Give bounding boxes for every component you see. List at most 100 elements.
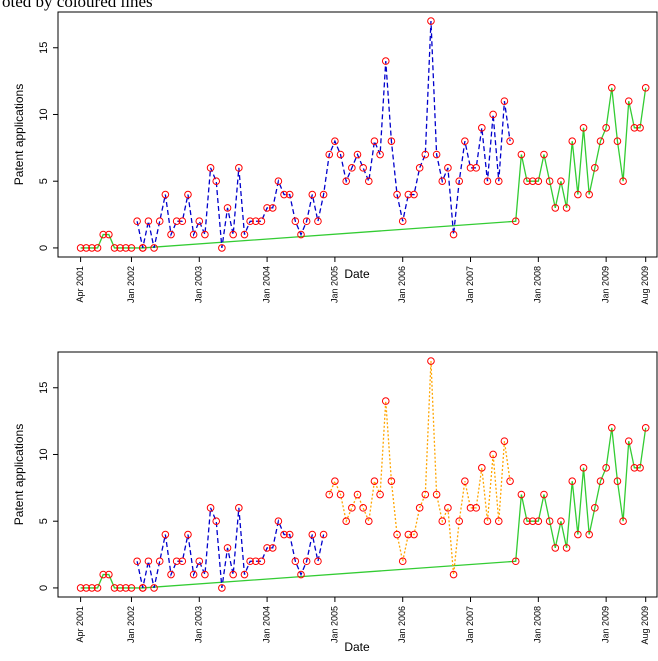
data-point xyxy=(144,557,153,566)
data-point xyxy=(251,217,260,226)
series-line xyxy=(136,21,511,249)
data-point xyxy=(528,517,537,526)
data-point xyxy=(500,437,509,445)
data-point xyxy=(331,477,339,485)
data-point xyxy=(472,164,480,172)
data-point xyxy=(302,217,311,226)
data-point xyxy=(251,557,260,566)
data-point xyxy=(591,164,599,172)
data-point xyxy=(257,217,266,226)
data-point xyxy=(381,397,390,405)
data-point xyxy=(624,97,633,105)
x-tick-label: Jan 2009 xyxy=(601,606,611,643)
data-point xyxy=(263,204,271,212)
data-point xyxy=(596,137,605,145)
y-tick-label: 15 xyxy=(38,42,50,54)
data-point xyxy=(206,504,215,512)
data-point xyxy=(427,357,435,365)
data-point xyxy=(229,230,237,239)
data-point xyxy=(449,570,458,579)
x-tick-label: Apr 2001 xyxy=(75,606,85,643)
data-point xyxy=(432,490,441,499)
data-point xyxy=(562,204,571,212)
x-tick-label: Jan 2002 xyxy=(126,606,136,643)
data-point xyxy=(506,137,514,145)
plot-box xyxy=(57,351,658,598)
data-point xyxy=(596,477,605,485)
data-point xyxy=(545,517,554,526)
data-point xyxy=(150,244,158,252)
data-point xyxy=(444,164,452,172)
data-point xyxy=(376,490,384,499)
data-point xyxy=(348,504,356,512)
data-point xyxy=(218,584,226,592)
data-point xyxy=(167,230,175,239)
data-point xyxy=(438,517,447,526)
series-line xyxy=(328,361,511,575)
series-line xyxy=(136,507,325,589)
data-point xyxy=(172,557,181,566)
data-point xyxy=(483,177,492,186)
data-point xyxy=(517,150,526,159)
x-tick-label: Jan 2005 xyxy=(329,606,339,643)
data-point xyxy=(88,244,96,252)
data-point xyxy=(607,423,616,432)
x-tick-label: Jan 2004 xyxy=(261,606,271,643)
data-point xyxy=(99,230,108,239)
data-point xyxy=(76,584,85,592)
data-point xyxy=(517,490,526,499)
data-point xyxy=(455,517,464,526)
data-point xyxy=(370,137,379,145)
data-point xyxy=(523,177,531,186)
data-point xyxy=(319,190,328,199)
data-point xyxy=(427,17,435,25)
data-point xyxy=(449,230,458,239)
data-point xyxy=(444,504,452,512)
data-point xyxy=(212,517,221,526)
data-point xyxy=(489,110,497,119)
x-tick-label: Jan 2006 xyxy=(397,266,407,303)
x-tick-label: Jan 2007 xyxy=(465,606,475,643)
data-point xyxy=(88,584,96,592)
data-point xyxy=(325,490,334,499)
data-point xyxy=(150,584,158,592)
data-point xyxy=(116,244,124,252)
data-point xyxy=(314,557,322,566)
data-point xyxy=(178,557,187,566)
data-point xyxy=(365,517,373,526)
data-point xyxy=(387,137,396,145)
data-point xyxy=(133,217,141,226)
data-point xyxy=(274,517,283,526)
x-tick-label: Aug 2009 xyxy=(640,606,650,645)
y-tick-label: 10 xyxy=(38,448,50,460)
x-tick-label: Jan 2009 xyxy=(601,266,611,303)
data-point xyxy=(99,570,108,579)
data-point xyxy=(641,83,650,92)
data-point xyxy=(574,530,582,539)
data-point xyxy=(619,517,627,526)
data-point xyxy=(359,164,367,172)
data-point xyxy=(93,584,102,592)
x-tick-label: Jan 2003 xyxy=(194,606,204,643)
data-point xyxy=(534,177,543,186)
data-point xyxy=(297,570,305,579)
data-point xyxy=(127,244,136,252)
data-point xyxy=(545,177,554,186)
data-point xyxy=(184,190,192,199)
y-tick-label: 0 xyxy=(38,245,50,251)
data-point xyxy=(455,177,464,186)
data-point xyxy=(223,204,232,212)
data-point xyxy=(602,464,610,472)
data-point xyxy=(144,217,153,226)
y-tick-label: 5 xyxy=(38,518,50,524)
y-tick-label: 10 xyxy=(38,108,50,120)
data-point xyxy=(280,530,288,539)
data-point xyxy=(421,490,430,499)
data-point xyxy=(235,504,243,512)
data-point xyxy=(613,477,622,485)
data-point xyxy=(489,450,497,459)
data-point xyxy=(155,217,164,226)
data-point xyxy=(574,190,582,199)
data-point xyxy=(602,124,610,132)
data-point xyxy=(314,217,322,226)
